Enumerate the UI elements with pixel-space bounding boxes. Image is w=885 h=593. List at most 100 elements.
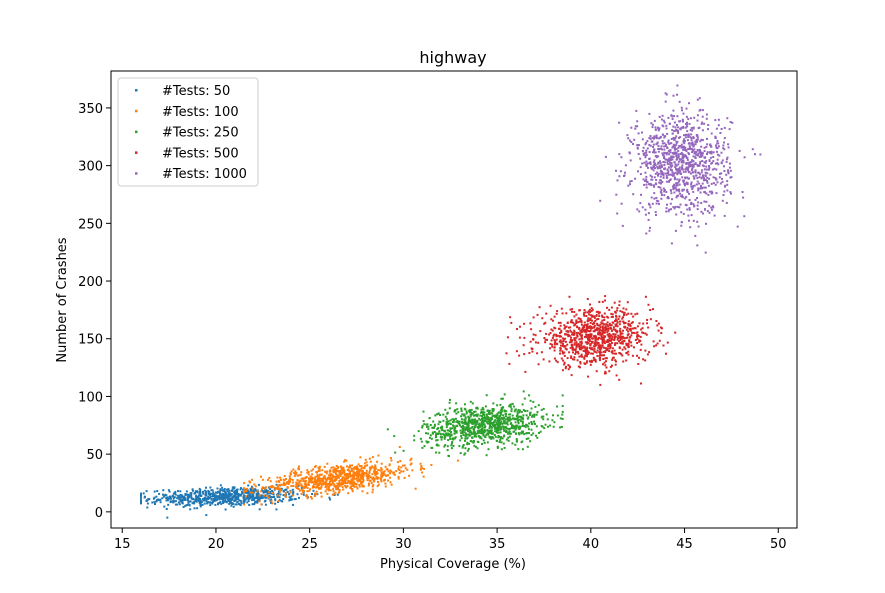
data-point [508,432,511,435]
data-point [313,486,316,488]
data-point [236,488,239,491]
data-point [685,123,688,126]
data-point [659,182,662,185]
data-point [696,164,699,167]
data-point [652,145,654,148]
data-point [489,423,492,426]
data-point [619,330,622,333]
data-point [594,334,597,337]
data-point [603,346,605,349]
data-point [451,440,454,443]
data-point [702,179,705,182]
data-point [345,477,348,479]
data-point [689,129,692,131]
data-point [682,180,685,183]
data-point [624,171,626,174]
data-point [640,193,642,196]
data-point [285,495,288,498]
data-point [532,400,535,403]
data-point [586,342,589,345]
data-point [681,189,684,192]
data-point [700,177,703,180]
data-point [261,486,264,489]
data-point [471,418,474,421]
data-point [700,151,703,154]
data-point [725,160,728,163]
data-point [219,484,222,487]
data-point [402,449,405,452]
data-point [566,343,569,346]
data-point [605,357,608,360]
chart-title: highway [419,48,486,67]
data-point [333,471,336,474]
data-point [586,350,589,353]
data-point [368,470,371,473]
data-point [323,465,326,468]
data-point [595,341,598,344]
data-point [491,418,494,421]
data-point [578,344,581,347]
data-point [639,173,642,176]
data-point [714,162,717,165]
data-point [471,436,474,439]
data-point [451,424,454,427]
data-point [634,127,637,130]
data-point [433,424,436,427]
data-point [491,423,494,426]
data-point [228,489,231,492]
data-point [583,321,586,324]
data-point [247,498,250,500]
data-point [339,472,341,475]
data-point [272,493,275,496]
data-point [653,185,656,188]
data-point [252,490,255,493]
data-point [487,422,490,425]
data-point [651,136,654,139]
data-point [649,135,652,138]
data-point [622,307,625,310]
data-point [692,155,695,158]
data-point [543,337,546,339]
data-point [271,492,274,495]
data-point [591,323,594,325]
data-point [604,350,607,353]
data-point [673,176,676,179]
data-point [687,167,689,170]
data-point [676,194,679,197]
data-point [691,165,694,168]
data-point [601,338,604,341]
data-point [564,333,567,336]
data-point [239,494,242,497]
data-point [198,487,201,490]
data-point [621,342,624,345]
data-point [212,500,215,503]
data-point [326,478,329,481]
data-point [636,337,639,340]
data-point [169,495,172,498]
data-point [505,426,508,429]
data-point [544,338,547,341]
data-point [483,419,486,422]
data-point [213,493,216,496]
data-point [541,317,544,320]
data-point [339,475,342,478]
data-point [384,485,387,488]
data-point [655,134,658,137]
data-point [559,347,562,350]
data-point [284,491,287,494]
data-point [567,335,570,338]
data-point [476,447,479,450]
data-point [590,307,593,310]
data-point [420,465,423,468]
data-point [651,126,654,129]
data-point [185,490,188,493]
data-point [594,360,597,363]
data-point [687,166,690,169]
data-point [660,145,663,148]
data-point [642,152,645,155]
data-point [674,171,677,174]
data-point [447,454,450,457]
data-point [682,188,685,191]
data-point [690,183,693,186]
data-point [589,317,592,320]
